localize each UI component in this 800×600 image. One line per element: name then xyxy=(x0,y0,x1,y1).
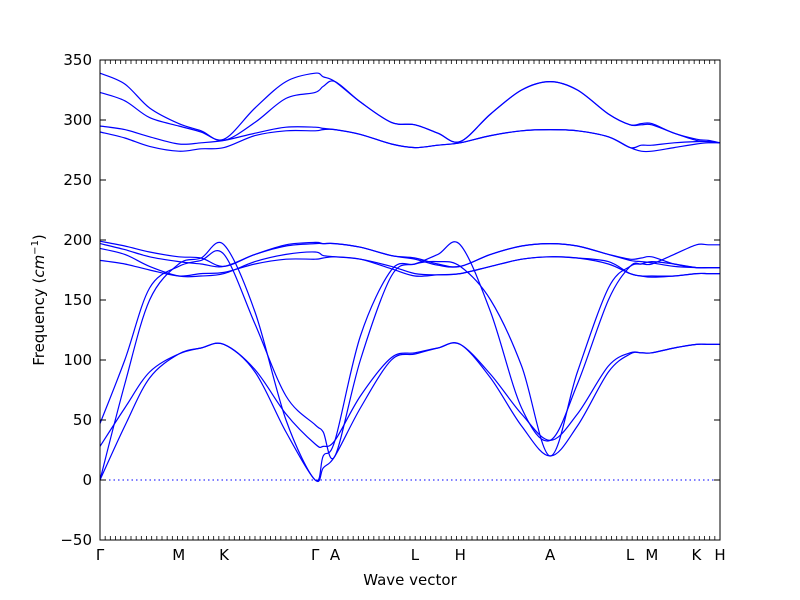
phonon-band-7 xyxy=(99,242,720,269)
x-tick-label-12: H xyxy=(714,546,725,564)
phonon-band-10 xyxy=(99,125,721,149)
phonon-band-9 xyxy=(99,128,721,153)
plot-frame xyxy=(99,59,721,541)
y-axis-label-prefix: Frequency ( xyxy=(30,278,48,366)
x-tick-label-8: A xyxy=(545,546,556,564)
x-tick-label-11: K xyxy=(692,546,703,564)
x-tick-label-3: K xyxy=(219,546,230,564)
y-tick-label: −50 xyxy=(60,531,92,549)
x-tick-label-9: L xyxy=(626,546,635,564)
phonon-band-3 xyxy=(99,241,720,482)
y-axis-label: Frequency (cm−1) xyxy=(30,234,48,366)
x-tick-label-6: L xyxy=(411,546,420,564)
phonon-band-11 xyxy=(99,80,721,144)
x-tick-label-1: Γ xyxy=(96,546,105,564)
phonon-band-12 xyxy=(99,72,721,144)
series-layer xyxy=(99,72,721,482)
phonon-band-2 xyxy=(99,342,720,449)
y-tick-label: 150 xyxy=(63,291,92,309)
y-axis-label-unit: cm xyxy=(30,255,48,278)
x-tick-label-10: M xyxy=(645,546,658,564)
plot-area xyxy=(99,72,721,482)
y-tick-label: 0 xyxy=(82,471,92,489)
phonon-band-1 xyxy=(99,342,720,482)
y-tick-label: 200 xyxy=(63,231,92,249)
phonon-band-5 xyxy=(99,256,721,278)
x-axis-label: Wave vector xyxy=(363,571,457,589)
y-tick-label: 100 xyxy=(63,351,92,369)
x-tick-label-2: M xyxy=(172,546,185,564)
y-tick-label: 50 xyxy=(73,411,92,429)
y-tick-label: 300 xyxy=(63,111,92,129)
y-tick-label: 350 xyxy=(63,51,92,69)
phonon-band-6 xyxy=(99,247,721,278)
y-axis-label-suffix: ) xyxy=(30,234,48,240)
x-tick-label-5: A xyxy=(330,546,341,564)
phonon-band-8 xyxy=(99,240,720,269)
x-tick-label-4: Γ xyxy=(311,546,320,564)
y-axis-label-exponent: −1 xyxy=(30,240,41,255)
x-tick-label-7: H xyxy=(455,546,466,564)
y-tick-label: 250 xyxy=(63,171,92,189)
